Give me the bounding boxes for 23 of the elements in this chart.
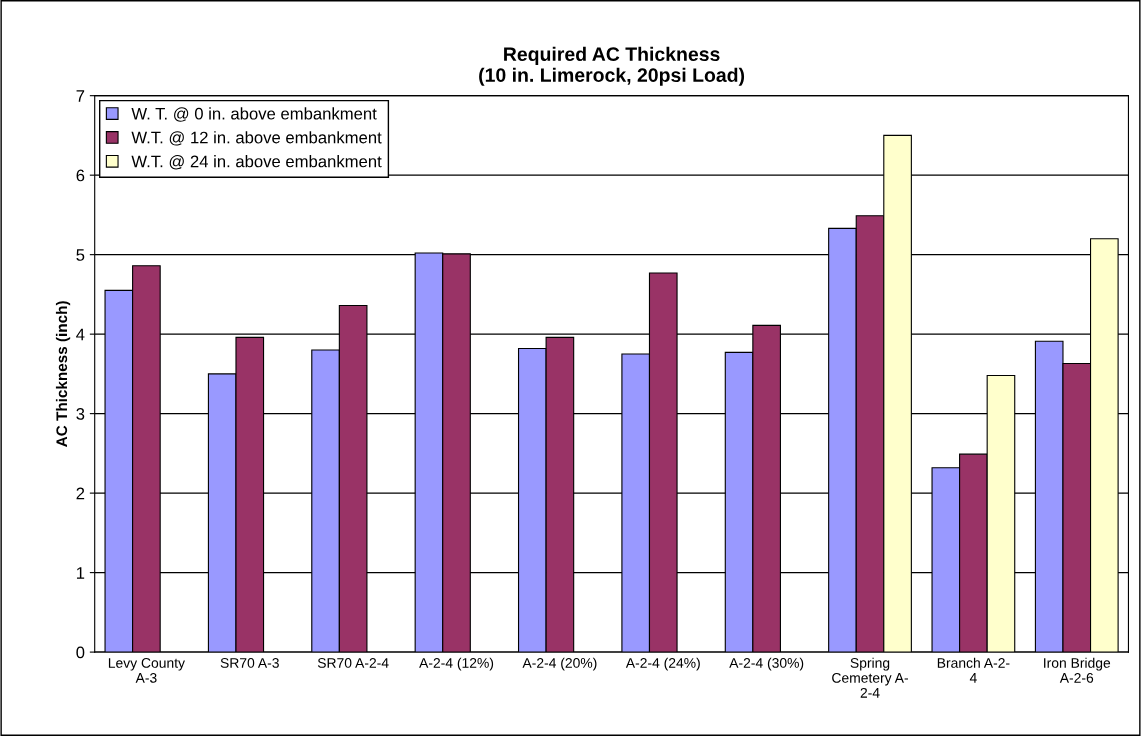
legend-label: W.T. @ 24 in. above embankment [131,155,382,170]
x-tick-label: A-2-4 (20%) [522,657,597,671]
x-tick-label: Levy County A-3 [108,658,185,683]
y-tick-label: 4 [76,328,85,341]
x-tick-label: SR70 A-2-4 [317,658,389,668]
y-tick-label: 0 [76,646,85,659]
x-tick-label: A-2-4 (30%) [729,657,804,671]
y-tick-label: 1 [76,567,85,579]
legend-label: W. T. @ 0 in. above embankment [131,107,377,122]
x-tick-label: A-2-4 (12%) [419,657,494,671]
y-tick-label: 2 [76,487,85,500]
y-tick-label: 7 [76,90,85,102]
x-tick-label: Branch A-2- 4 [937,657,1010,683]
y-tick-label: 3 [76,408,85,420]
y-tick-label: 5 [76,249,85,261]
chart-title: Required AC Thickness (10 in. Limerock, 20psi Load) [479,46,745,86]
x-tick-label: SR70 A-3 [220,658,279,668]
x-tick-label: A-2-4 (24%) [625,657,700,671]
x-tick-label: Iron Bridge A-2-6 [1044,657,1111,683]
y-axis-title: AC Thickness (inch) [55,301,71,447]
x-tick-label: Spring Cemetery A- 2-4 [832,657,908,698]
y-tick-label: 6 [76,169,85,182]
legend-label: W.T. @ 12 in. above embankment [131,131,382,146]
